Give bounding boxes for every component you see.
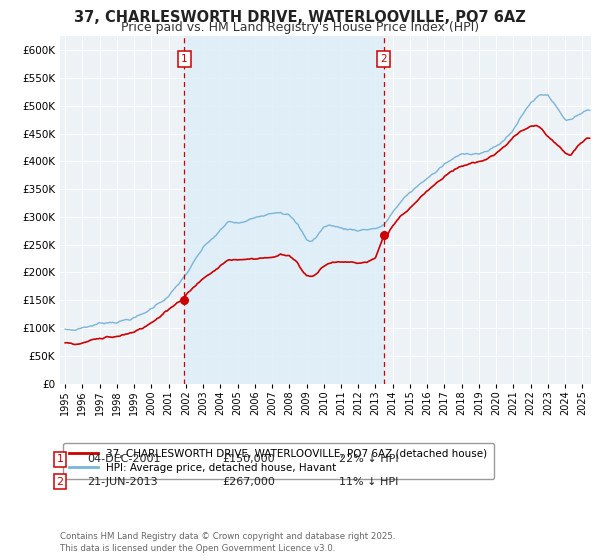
Bar	[184, 36, 383, 384]
Text: 11% ↓ HPI: 11% ↓ HPI	[339, 477, 398, 487]
Text: 22% ↓ HPI: 22% ↓ HPI	[339, 454, 398, 464]
Text: £150,000: £150,000	[222, 454, 275, 464]
Text: 1: 1	[56, 454, 64, 464]
Text: 21-JUN-2013: 21-JUN-2013	[87, 477, 158, 487]
Text: Price paid vs. HM Land Registry's House Price Index (HPI): Price paid vs. HM Land Registry's House …	[121, 21, 479, 34]
Text: £267,000: £267,000	[222, 477, 275, 487]
Text: 37, CHARLESWORTH DRIVE, WATERLOOVILLE, PO7 6AZ: 37, CHARLESWORTH DRIVE, WATERLOOVILLE, P…	[74, 10, 526, 25]
Text: 04-DEC-2001: 04-DEC-2001	[87, 454, 161, 464]
Text: Contains HM Land Registry data © Crown copyright and database right 2025.
This d: Contains HM Land Registry data © Crown c…	[60, 533, 395, 553]
Legend: 37, CHARLESWORTH DRIVE, WATERLOOVILLE, PO7 6AZ (detached house), HPI: Average pr: 37, CHARLESWORTH DRIVE, WATERLOOVILLE, P…	[62, 442, 494, 479]
Text: 2: 2	[56, 477, 64, 487]
Text: 1: 1	[181, 54, 188, 64]
Text: 2: 2	[380, 54, 387, 64]
